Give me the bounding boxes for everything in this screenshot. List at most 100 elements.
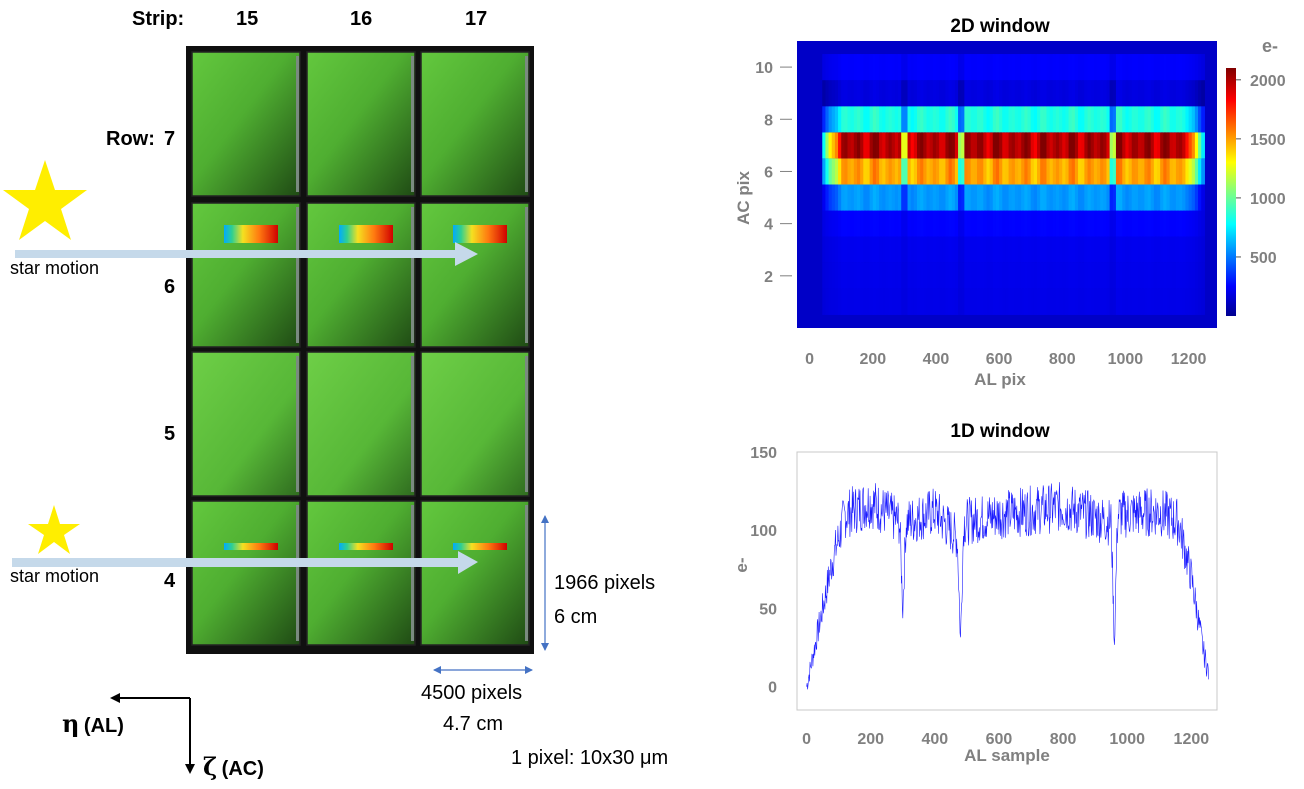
colorbar-tick-2000: 2000 [1250, 73, 1286, 90]
heatmap-cell-ac3 [850, 236, 855, 263]
heatmap-cell-ac3 [1122, 236, 1127, 263]
heatmap-cell-ac6 [1144, 158, 1149, 185]
heatmap-cell-ac8 [1033, 106, 1038, 133]
heatmap-cell-ac3 [1172, 236, 1177, 263]
heatmap-cell-ac3 [1008, 236, 1013, 263]
heatmap-cell-ac3 [1103, 236, 1108, 263]
heatmap-cell-ac6 [1074, 158, 1079, 185]
heatmap-cell-ac2 [1062, 262, 1067, 289]
heatmap-cell-ac10 [834, 54, 839, 81]
heatmap-cell-ac3 [939, 236, 943, 263]
heatmap-cell-ac7 [1198, 132, 1202, 159]
heatmap-cell-ac7 [1037, 132, 1041, 159]
heatmap-cell-ac8 [1074, 106, 1079, 133]
heatmap-cell-ac6 [863, 158, 868, 185]
heatmap-cell-ac1 [1175, 288, 1180, 315]
heatmap-cell-ac7 [1147, 132, 1152, 159]
heatmap-cell-ac7 [951, 132, 956, 159]
plot-1d-xtick-1000: 1000 [1109, 731, 1145, 748]
heatmap-cell-ac7 [1150, 132, 1155, 159]
heatmap-cell-ac4 [863, 210, 868, 237]
heatmap-cell-ac6 [831, 158, 836, 185]
heatmap-cell-ac9 [1194, 80, 1199, 107]
heatmap-cell-ac4 [926, 210, 931, 237]
heatmap-cell-ac6 [989, 158, 994, 185]
heatmap-cell-ac2 [1160, 262, 1164, 289]
heatmap-cell-ac3 [951, 236, 956, 263]
heatmap-cell-ac8 [1046, 106, 1051, 133]
heatmap-cell-ac1 [1138, 288, 1142, 315]
al-axis-label: η (AL) [62, 709, 124, 738]
heatmap-cell-ac10 [1033, 54, 1038, 81]
heatmap-cell-ac5 [1128, 184, 1133, 211]
heatmap-cell-ac3 [917, 236, 921, 263]
heatmap-cell-ac10 [1008, 54, 1013, 81]
heatmap-cell-ac10 [872, 54, 877, 81]
heatmap-cell-ac8 [935, 106, 940, 133]
heatmap-cell-ac4 [1027, 210, 1032, 237]
heatmap-cell-ac9 [932, 80, 937, 107]
heatmap-cell-ac6 [882, 158, 887, 185]
heatmap-cell-ac1 [1005, 288, 1010, 315]
heatmap-cell-ac2 [983, 262, 988, 289]
heatmap-cell-ac5 [1037, 184, 1041, 211]
heatmap-cell-ac9 [1021, 80, 1025, 107]
heatmap-cell-ac2 [954, 262, 959, 289]
heatmap-cell-ac2 [1093, 262, 1098, 289]
heatmap-cell-ac1 [1182, 288, 1187, 315]
heatmap-cell-ac10 [904, 54, 909, 81]
heatmap-cell-ac9 [970, 80, 975, 107]
heatmap-cell-ac10 [1153, 54, 1158, 81]
heatmap-cell-ac10 [1037, 54, 1041, 81]
heatmap-cell-ac2 [1052, 262, 1057, 289]
heatmap-cell-ac4 [834, 210, 839, 237]
heatmap-cell-ac2 [967, 262, 972, 289]
heatmap-cell-ac7 [1141, 132, 1145, 159]
heatmap-cell-ac7 [844, 132, 849, 159]
heatmap-cell-ac3 [1093, 236, 1098, 263]
heatmap-cell-ac5 [1172, 184, 1177, 211]
heatmap-cell-ac6 [1071, 158, 1076, 185]
heatmap-cell-ac8 [926, 106, 931, 133]
heatmap-cell-ac4 [1011, 210, 1016, 237]
heatmap-cell-ac5 [935, 184, 940, 211]
heatmap-cell-ac5 [834, 184, 839, 211]
heatmap-cell-ac8 [980, 106, 984, 133]
row-label: Row: [106, 128, 155, 150]
heatmap-cell-ac1 [1097, 288, 1101, 315]
heatmap-cell-ac4 [838, 210, 842, 237]
heatmap-cell-ac6 [1185, 158, 1190, 185]
heatmap-cell-ac2 [1055, 262, 1060, 289]
heatmap-cell-ac1 [847, 288, 852, 315]
heatmap-cell-ac4 [1071, 210, 1076, 237]
plot-1d-ytick-0: 0 [768, 680, 777, 697]
heatmap-cell-ac6 [850, 158, 855, 185]
heatmap-cell-ac6 [1049, 158, 1054, 185]
heatmap-cell-ac9 [1191, 80, 1196, 107]
heatmap-cell-ac1 [860, 288, 864, 315]
heatmap-cell-ac6 [1090, 158, 1095, 185]
heatmap-cell-ac5 [1084, 184, 1089, 211]
star-window-row6-strip17 [453, 225, 507, 243]
heatmap-cell-ac3 [1014, 236, 1019, 263]
star-window-row4-strip17 [453, 543, 507, 550]
heatmap-cell-ac4 [1201, 210, 1205, 237]
heatmap-cell-ac7 [948, 132, 953, 159]
heatmap-cell-ac8 [1141, 106, 1145, 133]
heatmap-cell-ac2 [926, 262, 931, 289]
heatmap-cell-ac10 [1103, 54, 1108, 81]
heatmap-cell-ac2 [942, 262, 947, 289]
heatmap-cell-ac1 [834, 288, 839, 315]
heatmap-cell-ac9 [1112, 80, 1117, 107]
heatmap-cell-ac5 [1033, 184, 1038, 211]
heatmap-cell-ac7 [1131, 132, 1136, 159]
pixel-size-label: 1 pixel: 10x30 μm [511, 747, 669, 769]
heatmap-cell-ac6 [1018, 158, 1022, 185]
heatmap-cell-ac1 [1052, 288, 1057, 315]
heatmap-cell-ac10 [983, 54, 988, 81]
heatmap-cell-ac4 [983, 210, 988, 237]
heatmap-cell-ac9 [1093, 80, 1098, 107]
heatmap-cell-ac10 [992, 54, 997, 81]
heatmap-cell-ac3 [932, 236, 937, 263]
heatmap-cell-ac9 [1059, 80, 1063, 107]
